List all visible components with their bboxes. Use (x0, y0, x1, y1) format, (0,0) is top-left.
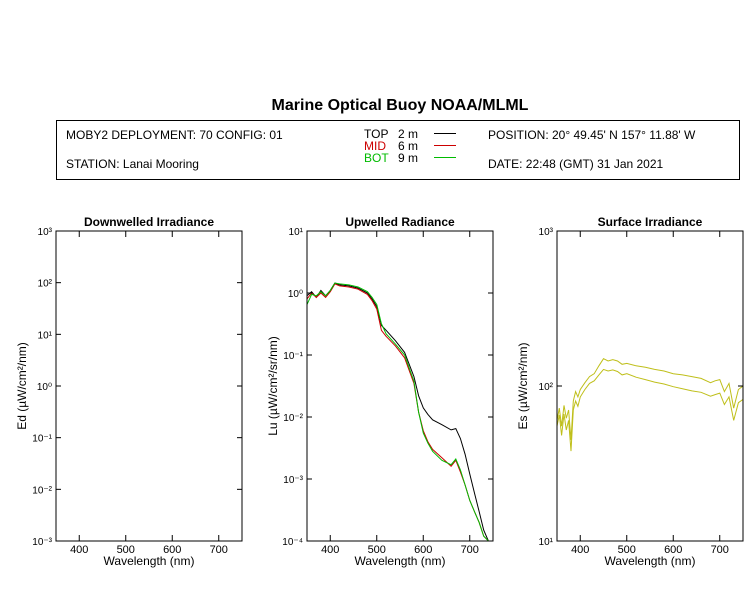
x-axis-label: Wavelength (nm) (104, 554, 195, 568)
chart-title: Upwelled Radiance (345, 215, 455, 229)
x-axis-label: Wavelength (nm) (605, 554, 696, 568)
chart-title: Downwelled Irradiance (84, 215, 214, 229)
x-axis-label: Wavelength (nm) (355, 554, 446, 568)
legend-line-bot (434, 157, 456, 158)
legend-label-bot: BOT (364, 151, 389, 165)
plot-frame (306, 230, 494, 542)
plot-frame (55, 230, 243, 542)
x-tick-label: 400 (321, 544, 339, 556)
chart-surface-irradiance: 400 500 600 700 10¹ 10² 10³ Surface Irradiance W… (516, 215, 744, 568)
y-tick-label: 10⁻² (283, 413, 303, 424)
main-title: Marine Optical Buoy NOAA/MLML (271, 97, 529, 114)
y-tick-label: 10⁻² (32, 485, 52, 496)
chart-upwelled-radiance: 400 500 600 700 10⁻⁴ 10⁻³ 10⁻² 10⁻¹ 10⁰ 10¹ Upwell… (266, 215, 494, 568)
legend-label-top: TOP (364, 127, 389, 141)
x-tick-label: 700 (210, 544, 228, 556)
x-tick-label: 500 (368, 544, 386, 556)
y-tick-label: 10⁻¹ (32, 434, 52, 445)
x-tick-label: 400 (70, 544, 88, 556)
x-tick-label: 600 (414, 544, 432, 556)
series-line-es-1 (557, 358, 743, 440)
y-tick-label: 10² (38, 279, 53, 290)
chart-downwelled-irradiance: 400 500 600 700 10⁻³ 10⁻² 10⁻¹ 10⁰ 10¹ 10² 10³ Down… (15, 215, 243, 568)
y-tick-label: 10³ (539, 227, 554, 238)
y-tick-label: 10⁰ (37, 382, 52, 393)
station-text: STATION: Lanai Mooring (66, 157, 199, 171)
x-tick-label: 700 (461, 544, 479, 556)
x-tick-label: 500 (618, 544, 636, 556)
y-axis-label: Lu (µW/cm²/sr/nm) (266, 336, 280, 436)
series-line-es-2 (557, 368, 743, 452)
legend-depth-mid: 6 m (398, 139, 419, 153)
plot-frame (556, 230, 744, 542)
y-tick-label: 10¹ (539, 537, 554, 548)
x-tick-label: 600 (664, 544, 682, 556)
y-axis-label: Es (µW/cm²/nm) (516, 343, 530, 430)
y-tick-label: 10¹ (38, 330, 53, 341)
date-text: DATE: 22:48 (GMT) 31 Jan 2021 (488, 157, 664, 171)
x-tick-label: 500 (117, 544, 135, 556)
y-axis-label: Ed (µW/cm²/nm) (15, 342, 29, 430)
y-tick-label: 10¹ (289, 227, 304, 238)
y-tick-label: 10⁻³ (32, 537, 52, 548)
x-tick-label: 600 (163, 544, 181, 556)
y-tick-label: 10³ (38, 227, 53, 238)
legend-depth-bot: 9 m (398, 151, 419, 165)
legend-label-mid: MID (364, 139, 386, 153)
legend-depth-top: 2 m (398, 127, 419, 141)
y-tick-label: 10⁻¹ (283, 351, 303, 362)
series-line-mid (307, 283, 493, 541)
chart-title: Surface Irradiance (598, 215, 703, 229)
deployment-text: MOBY2 DEPLOYMENT: 70 CONFIG: 01 (66, 128, 283, 142)
y-tick-label: 10⁰ (288, 289, 303, 300)
legend-line-top (434, 133, 456, 134)
legend-line-mid (434, 145, 456, 146)
y-tick-label: 10⁻³ (283, 475, 303, 486)
y-tick-label: 10⁻⁴ (282, 537, 303, 548)
series-line-bot (307, 282, 493, 541)
position-text: POSITION: 20° 49.45' N 157° 11.88' W (488, 128, 696, 142)
series-line-top (307, 282, 493, 541)
x-tick-label: 700 (711, 544, 729, 556)
info-box (56, 120, 740, 180)
y-tick-label: 10² (539, 382, 554, 393)
x-tick-label: 400 (571, 544, 589, 556)
